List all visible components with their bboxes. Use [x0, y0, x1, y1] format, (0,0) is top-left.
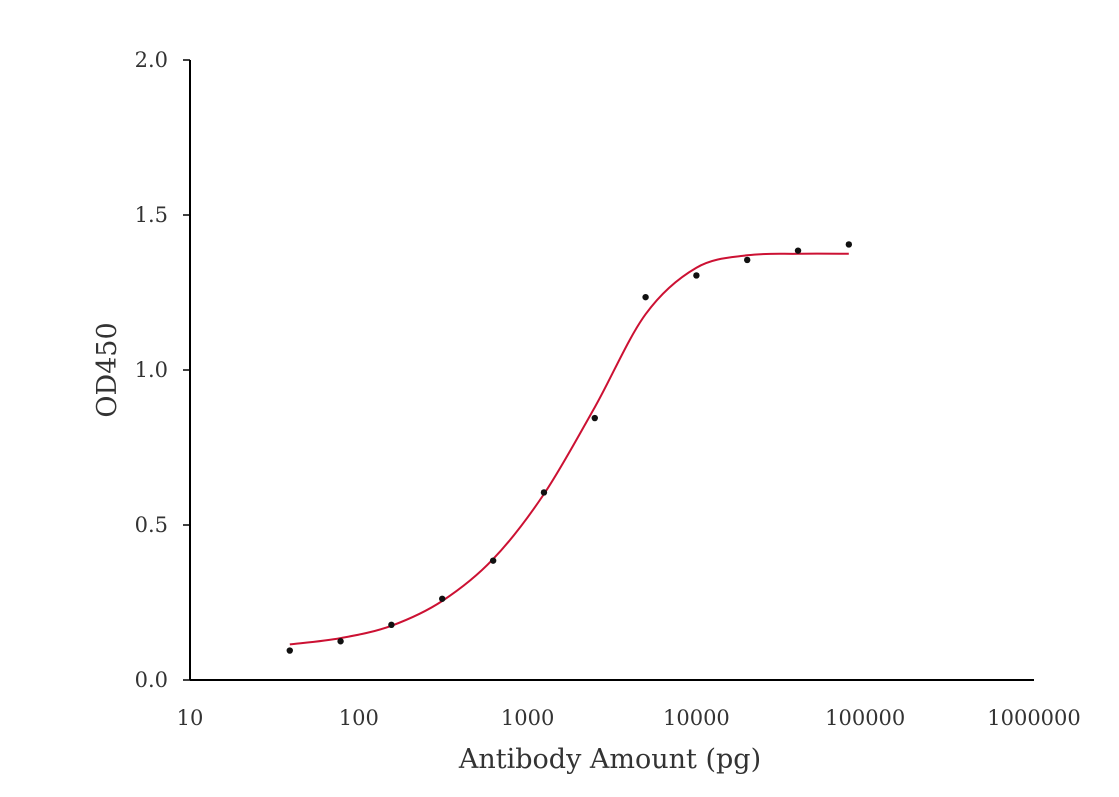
x-axis-title: Antibody Amount (pg) [458, 744, 761, 775]
data-point [337, 638, 344, 645]
data-point [489, 557, 497, 564]
axes [189, 60, 1034, 681]
data-point [286, 647, 293, 654]
y-tick-label: 0.0 [135, 668, 168, 692]
x-tick-label: 100000 [825, 706, 905, 730]
data-point [744, 256, 751, 264]
data-point [845, 241, 853, 248]
fit-curve [289, 252, 849, 646]
data-point [540, 489, 548, 496]
data-point [642, 293, 649, 301]
data-point [794, 247, 802, 254]
y-ticks: 0.0 0.5 1.0 1.5 2.0 [135, 48, 190, 692]
x-tick-label: 100 [339, 706, 379, 730]
fit-curve-layer [289, 252, 849, 646]
data-points-layer [286, 241, 853, 654]
y-tick-label: 0.5 [135, 513, 168, 537]
data-point [693, 272, 700, 279]
y-tick-label: 1.5 [135, 203, 168, 227]
x-tick-label: 1000 [501, 706, 554, 730]
y-axis-title: OD450 [92, 322, 123, 417]
x-tick-label: 10000 [663, 706, 730, 730]
y-tick-label: 2.0 [135, 48, 168, 72]
x-tick-label: 10 [177, 706, 204, 730]
y-tick-label: 1.0 [135, 358, 168, 382]
data-point [388, 621, 395, 629]
x-ticks: 10 100 1000 10000 100000 1000000 [177, 706, 1081, 730]
data-point [591, 414, 598, 422]
data-point [439, 595, 446, 602]
x-tick-label: 1000000 [987, 706, 1081, 730]
